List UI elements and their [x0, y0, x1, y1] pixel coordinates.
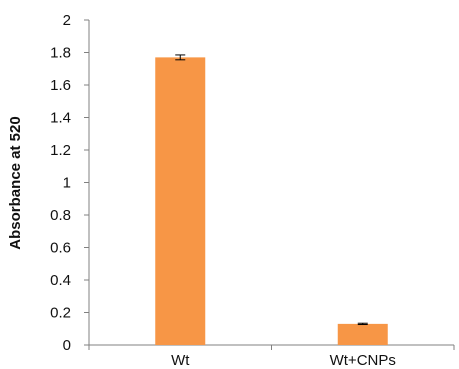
y-tick-label: 2: [63, 12, 71, 29]
y-tick-label: 1.2: [50, 142, 71, 159]
y-tick-label: 1.8: [50, 45, 71, 62]
y-tick-label: 0.4: [50, 272, 71, 289]
x-category-label: Wt: [171, 352, 190, 369]
x-category-label: Wt+CNPs: [330, 352, 396, 369]
y-tick-label: 0.2: [50, 305, 71, 322]
bar-wt: [155, 57, 206, 345]
bar-wt-cnps: [337, 323, 388, 345]
y-axis-title: Absorbance at 520: [7, 116, 24, 249]
y-tick-label: 0.6: [50, 240, 71, 257]
y-tick-label: 0: [63, 337, 71, 354]
y-tick-label: 1: [63, 175, 71, 192]
y-tick-label: 1.4: [50, 110, 71, 127]
y-tick-label: 0.8: [50, 207, 71, 224]
y-tick-label: 1.6: [50, 77, 71, 94]
